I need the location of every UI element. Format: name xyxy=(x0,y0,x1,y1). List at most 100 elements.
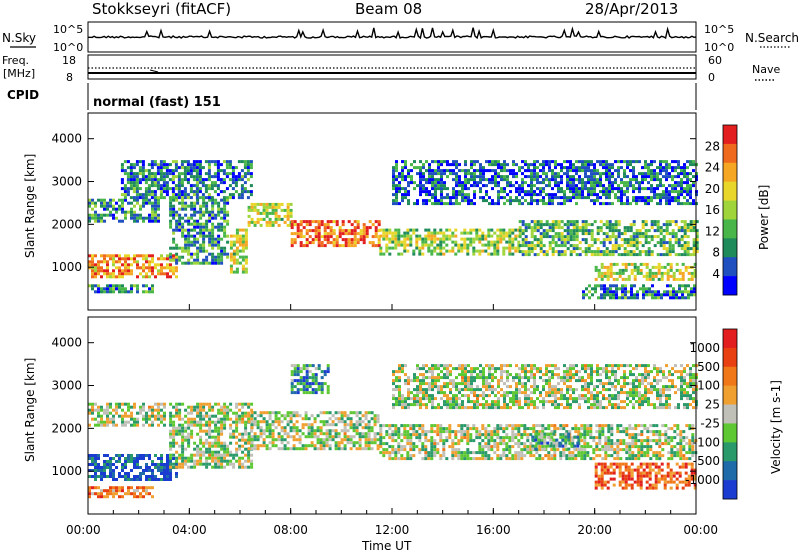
echo-cell xyxy=(178,453,182,457)
echo-cell xyxy=(289,435,293,439)
echo-cell xyxy=(371,241,375,245)
echo-cell xyxy=(460,237,464,241)
echo-cell xyxy=(364,441,368,445)
echo-cell xyxy=(172,453,176,457)
echo-cell xyxy=(189,184,193,188)
echo-cell xyxy=(496,240,500,244)
echo-cell xyxy=(103,272,106,276)
echo-cell xyxy=(286,217,290,221)
echo-cell xyxy=(160,466,163,469)
echo-cell xyxy=(650,199,653,203)
echo-cell xyxy=(606,287,609,291)
echo-cell xyxy=(439,457,443,461)
echo-cell xyxy=(169,213,173,217)
echo-cell xyxy=(94,469,97,472)
echo-cell xyxy=(457,448,461,452)
echo-cell xyxy=(174,160,178,164)
echo-cell xyxy=(451,439,455,443)
echo-cell xyxy=(159,166,163,170)
echo-cell xyxy=(112,492,115,496)
echo-cell xyxy=(147,169,151,173)
echo-cell xyxy=(463,454,467,458)
echo-cell xyxy=(133,495,136,499)
echo-cell xyxy=(511,436,515,440)
echo-cell xyxy=(181,441,185,445)
echo-cell xyxy=(299,232,303,236)
echo-cell xyxy=(163,478,166,481)
echo-cell xyxy=(551,247,555,251)
echo-cell xyxy=(112,478,115,481)
echo-cell xyxy=(695,238,699,242)
echo-cell xyxy=(439,436,443,440)
echo-cell xyxy=(91,287,94,291)
echo-cell xyxy=(575,244,579,248)
echo-cell xyxy=(178,207,182,211)
echo-cell xyxy=(172,216,176,220)
echo-cell xyxy=(600,287,603,291)
echo-cell xyxy=(632,199,635,203)
echo-cell xyxy=(328,435,332,439)
echo-cell xyxy=(145,272,148,276)
echo-cell xyxy=(391,231,395,235)
echo-cell xyxy=(481,433,485,437)
echo-cell xyxy=(106,466,109,469)
echo-cell xyxy=(660,296,663,300)
echo-cell xyxy=(430,451,434,455)
echo-cell xyxy=(190,261,194,265)
echo-cell xyxy=(662,169,665,173)
echo-cell xyxy=(415,433,419,437)
echo-cell xyxy=(421,237,425,241)
echo-cell xyxy=(166,257,169,261)
echo-cell xyxy=(452,193,455,197)
echo-cell xyxy=(305,232,309,236)
echo-cell xyxy=(647,172,650,176)
echo-cell xyxy=(463,243,467,247)
echo-cell xyxy=(385,424,389,428)
echo-cell xyxy=(397,442,401,446)
echo-cell xyxy=(645,277,649,281)
echo-cell xyxy=(693,290,696,294)
echo-cell xyxy=(675,296,678,300)
echo-cell xyxy=(659,253,663,257)
echo-cell xyxy=(569,235,573,239)
echo-cell xyxy=(157,257,160,261)
echo-cell xyxy=(437,181,440,185)
echo-cell xyxy=(609,262,613,266)
echo-cell xyxy=(139,213,142,217)
echo-cell xyxy=(560,253,564,257)
echo-cell xyxy=(668,166,671,170)
echo-cell xyxy=(100,423,103,427)
echo-cell xyxy=(681,290,684,294)
echo-cell xyxy=(460,427,464,431)
echo-cell xyxy=(214,438,218,442)
echo-cell xyxy=(626,199,629,203)
echo-cell xyxy=(449,202,452,206)
echo-cell xyxy=(476,175,479,179)
echo-cell xyxy=(202,246,206,250)
echo-cell xyxy=(587,196,590,200)
echo-cell xyxy=(443,196,446,200)
echo-cell xyxy=(473,178,476,182)
echo-cell xyxy=(455,184,458,188)
echo-cell xyxy=(109,460,112,463)
echo-cell xyxy=(530,181,533,185)
echo-cell xyxy=(226,210,230,214)
echo-cell xyxy=(575,187,578,191)
echo-cell xyxy=(536,202,539,206)
echo-cell xyxy=(334,444,338,448)
echo-cell xyxy=(488,169,491,173)
echo-cell xyxy=(532,454,536,458)
echo-cell xyxy=(581,181,584,185)
echo-cell xyxy=(198,181,202,185)
echo-cell xyxy=(473,175,476,179)
echo-cell xyxy=(259,211,263,215)
echo-cell xyxy=(608,193,611,197)
echo-cell xyxy=(596,178,599,182)
echo-cell xyxy=(530,229,534,233)
echo-cell xyxy=(217,207,221,211)
echo-cell xyxy=(490,445,494,449)
echo-cell xyxy=(523,427,527,431)
echo-cell xyxy=(518,235,522,239)
echo-cell xyxy=(635,244,639,248)
echo-cell xyxy=(237,160,241,164)
